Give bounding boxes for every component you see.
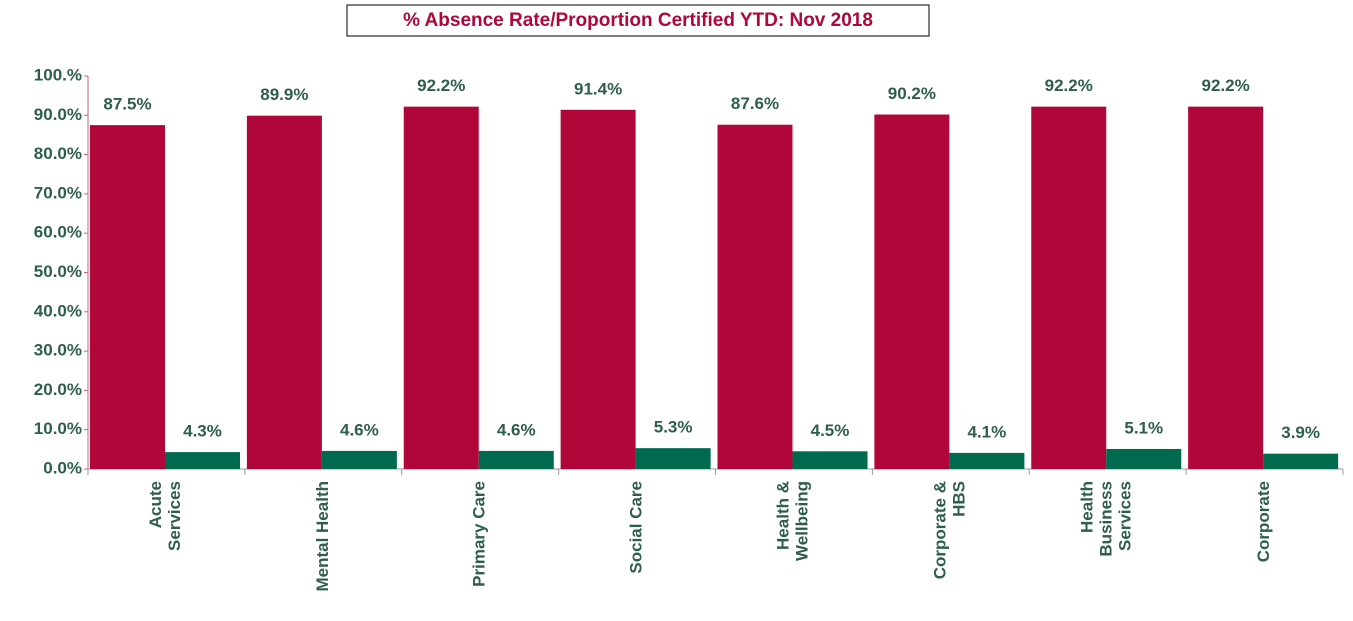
bar: [635, 448, 711, 469]
bar: [1031, 106, 1107, 470]
bar: [717, 124, 793, 470]
y-tick-label: 0.0%: [43, 458, 82, 477]
bar: [165, 452, 240, 469]
value-label: 4.6%: [340, 420, 379, 439]
bar: [1106, 448, 1182, 469]
y-tick-label: 50.0%: [34, 262, 82, 281]
y-tick-label: 70.0%: [34, 183, 82, 202]
x-tick-label: HealthBusinessServices: [1078, 481, 1135, 557]
y-tick-label: 30.0%: [34, 341, 82, 360]
bar: [478, 450, 554, 469]
bar: [90, 125, 165, 469]
value-label: 92.2%: [1045, 76, 1093, 95]
y-tick-label: 40.0%: [34, 301, 82, 320]
value-label: 5.3%: [654, 418, 693, 437]
x-tick-label: Health &Wellbeing: [774, 481, 812, 561]
value-label: 4.3%: [183, 422, 222, 441]
bar: [403, 106, 479, 470]
value-label: 91.4%: [574, 79, 622, 98]
value-label: 92.2%: [1202, 76, 1250, 95]
value-label: 90.2%: [888, 84, 936, 103]
x-tick-label: Social Care: [627, 481, 646, 574]
x-tick-label: Corporate: [1254, 481, 1273, 562]
bar: [949, 452, 1025, 469]
y-tick-label: 20.0%: [34, 380, 82, 399]
bar: [246, 115, 322, 470]
value-label: 4.6%: [497, 420, 536, 439]
value-label: 87.5%: [103, 95, 151, 114]
y-tick-label: 60.0%: [34, 223, 82, 242]
bar: [1263, 453, 1339, 469]
y-tick-label: 10.0%: [34, 419, 82, 438]
value-label: 4.5%: [811, 421, 850, 440]
chart-title: % Absence Rate/Proportion Certified YTD:…: [403, 10, 873, 31]
value-label: 5.1%: [1124, 418, 1163, 437]
value-label: 4.1%: [968, 422, 1007, 441]
bar: [874, 114, 950, 469]
title-box: [346, 4, 930, 37]
x-tick-label: AcuteServices: [146, 481, 184, 551]
bar: [560, 109, 636, 469]
value-label: 92.2%: [417, 76, 465, 95]
value-label: 89.9%: [260, 85, 308, 104]
bar: [1188, 106, 1264, 470]
x-tick-label: Mental Health: [313, 481, 332, 592]
x-tick-label: Corporate &HBS: [931, 481, 969, 579]
y-tick-label: 100.%: [34, 65, 82, 84]
y-tick-label: 80.0%: [34, 144, 82, 163]
bar: [321, 450, 397, 469]
bar: [792, 451, 868, 469]
x-tick-label: Primary Care: [470, 481, 489, 587]
y-tick-label: 90.0%: [34, 105, 82, 124]
value-label: 3.9%: [1281, 423, 1320, 442]
value-label: 87.6%: [731, 94, 779, 113]
